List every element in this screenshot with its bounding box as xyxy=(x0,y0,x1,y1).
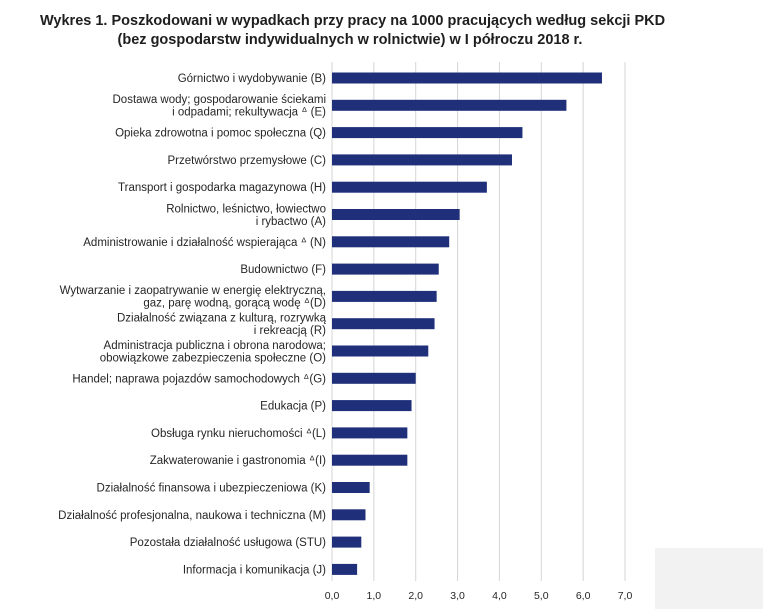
bar xyxy=(332,563,358,575)
bar xyxy=(332,536,362,548)
bar xyxy=(332,318,435,330)
category-label: Działalność profesjonalna, naukowa i tec… xyxy=(58,510,326,522)
category-label: Transport i gospodarka magazynowa (H) xyxy=(118,182,326,194)
bar xyxy=(332,427,408,439)
bar xyxy=(332,290,437,302)
grid-lines xyxy=(331,62,626,581)
x-tick-label: 5,0 xyxy=(534,590,549,602)
category-label: Informacja i komunikacja (J) xyxy=(183,564,326,576)
bar xyxy=(332,236,450,248)
x-tick-label: 3,0 xyxy=(450,590,465,602)
category-label: Działalność finansowa i ubezpieczeniowa … xyxy=(97,483,327,495)
bar xyxy=(332,209,460,220)
bar xyxy=(332,127,523,139)
category-label: Rolnictwo, leśnictwo, łowiectwo i rybactw… xyxy=(166,203,326,228)
category-label: Górnictwo i wydobywanie (B) xyxy=(178,73,326,85)
bar xyxy=(332,482,370,493)
bar xyxy=(332,72,602,84)
category-label: Pozostała działalność usługowa (STU) xyxy=(130,537,326,549)
category-labels: Górnictwo i wydobywanie (B) Dostawa wody;… xyxy=(58,73,326,576)
bar xyxy=(332,263,439,275)
category-label: Edukacja (P) xyxy=(260,401,326,413)
x-tick-label: 4,0 xyxy=(492,590,507,602)
bar xyxy=(332,372,416,384)
category-label: Przetwórstwo przemysłowe (C) xyxy=(168,155,327,167)
category-label: Obsługa rynku nieruchomości ᐞ(L) xyxy=(151,428,326,440)
x-tick-label: 1,0 xyxy=(367,590,382,602)
x-tick-label: 0,0 xyxy=(325,590,340,602)
category-label: Dostawa wody; gospodarowanie ściekami i o… xyxy=(113,94,327,119)
category-label: Administracja publiczna i obrona narodow… xyxy=(100,340,326,365)
chart-title-line-1: Wykres 1. Poszkodowani w wypadkach przy … xyxy=(40,13,666,29)
bar xyxy=(332,345,429,357)
bar xyxy=(332,99,567,111)
bar xyxy=(332,454,408,466)
bar xyxy=(332,509,366,521)
bar xyxy=(332,181,487,193)
bars xyxy=(332,72,602,575)
chart-title-line-2: (bez gospodarstw indywidualnych w rolnic… xyxy=(117,32,583,48)
chart-title: Wykres 1. Poszkodowani w wypadkach przy … xyxy=(40,12,666,50)
category-label: Administrowanie i działalność wspierając… xyxy=(83,237,326,249)
bar xyxy=(332,400,412,412)
category-label: Budownictwo (F) xyxy=(240,264,326,276)
category-label: Handel; naprawa pojazdów samochodowych ᐞ… xyxy=(72,373,326,385)
category-label: Opieka zdrowotna i pomoc społeczna (Q) xyxy=(115,128,326,140)
x-axis-ticks: 0,0 1,0 2,0 3,0 4,0 5,0 6,0 7,0 xyxy=(325,590,633,602)
x-tick-label: 2,0 xyxy=(408,590,423,602)
corner-decoration xyxy=(655,548,763,609)
x-tick-label: 7,0 xyxy=(618,590,633,602)
category-label: Wytwarzanie i zaopatrywanie w energię el… xyxy=(60,285,327,310)
category-label: Działalność związana z kulturą, rozrywką… xyxy=(117,312,327,337)
category-label: Zakwaterowanie i gastronomia ᐞ(I) xyxy=(150,455,326,467)
bar xyxy=(332,154,512,166)
x-tick-label: 6,0 xyxy=(576,590,591,602)
